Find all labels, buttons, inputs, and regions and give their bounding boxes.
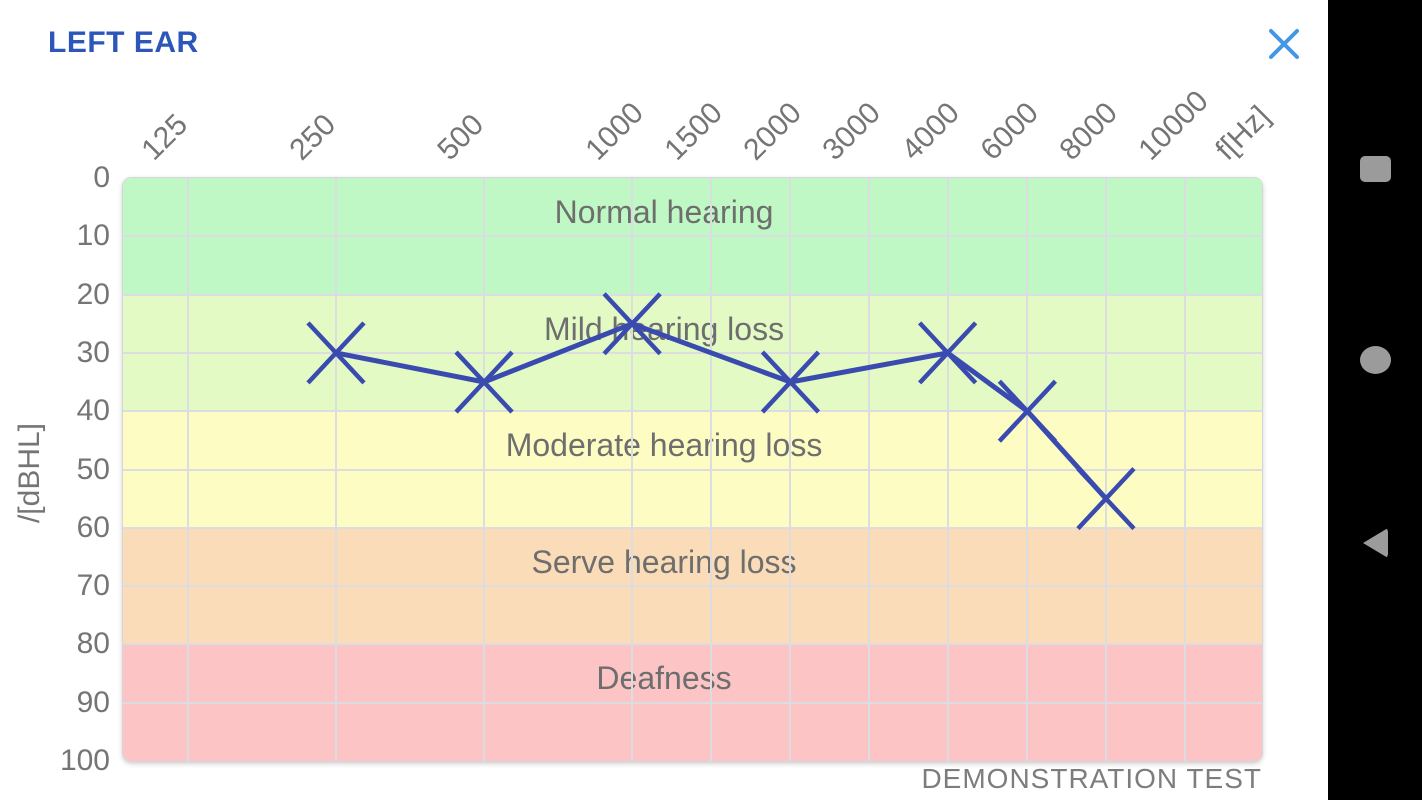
- y-tick-label: 10: [76, 219, 110, 253]
- recents-button[interactable]: [1328, 129, 1422, 209]
- h-gridline: [123, 643, 1262, 646]
- x-tick-label: 8000: [1053, 96, 1124, 167]
- page-title: LEFT EAR: [48, 26, 199, 59]
- home-circle-icon: [1359, 346, 1391, 374]
- h-gridline: [123, 468, 1262, 471]
- y-tick-label: 50: [76, 452, 110, 486]
- h-gridline: [123, 701, 1262, 704]
- y-tick-label: 100: [59, 744, 110, 777]
- band-label: Mild hearing loss: [543, 310, 785, 347]
- x-tick-label: 1000: [579, 96, 651, 167]
- v-gridline: [868, 178, 871, 761]
- v-gridline: [186, 178, 189, 761]
- back-triangle-icon: [1362, 528, 1388, 558]
- v-gridline: [1104, 178, 1107, 761]
- v-gridline: [631, 178, 634, 761]
- x-tick-label: f[Hz]: [1209, 99, 1277, 167]
- y-tick-label: 30: [76, 335, 110, 369]
- android-nav-bar: [1328, 0, 1422, 800]
- x-tick-label: 500: [431, 107, 491, 167]
- back-button[interactable]: [1328, 503, 1422, 583]
- x-tick-label: 10000: [1131, 84, 1215, 167]
- x-tick-label: 3000: [816, 96, 887, 167]
- v-gridline: [1183, 178, 1186, 761]
- y-tick-label: 60: [76, 510, 110, 544]
- x-tick-label: 125: [135, 107, 195, 167]
- recents-square-icon: [1359, 156, 1391, 182]
- x-tick-label: 250: [283, 107, 343, 167]
- band-label: Serve hearing loss: [531, 543, 797, 580]
- y-tick-label: 40: [76, 394, 110, 428]
- h-gridline: [123, 585, 1262, 588]
- v-gridline: [483, 178, 486, 761]
- h-gridline: [123, 235, 1262, 238]
- h-gridline: [123, 293, 1262, 296]
- h-gridline: [123, 351, 1262, 354]
- y-tick-label: 90: [76, 685, 110, 719]
- x-tick-label: 2000: [737, 96, 809, 167]
- v-gridline: [334, 178, 337, 761]
- band-label: Normal hearing: [554, 194, 774, 230]
- y-tick-label: 80: [76, 627, 110, 661]
- band-label: Deafness: [596, 660, 732, 697]
- x-tick-label: 1500: [658, 96, 729, 167]
- v-gridline: [789, 178, 792, 761]
- y-tick-label: 0: [93, 161, 110, 194]
- plot-area: Normal hearing Mild hearing loss Moderate …: [122, 177, 1263, 762]
- close-icon[interactable]: [1266, 26, 1302, 62]
- home-button[interactable]: [1328, 320, 1422, 400]
- y-tick-label: 70: [76, 569, 110, 603]
- v-gridline: [946, 178, 949, 761]
- x-tick-label: 4000: [894, 96, 966, 167]
- y-tick-label: 20: [76, 277, 110, 311]
- h-gridline: [123, 526, 1262, 529]
- v-gridline: [1026, 178, 1029, 761]
- h-gridline: [123, 410, 1262, 413]
- band-label: Moderate hearing loss: [505, 427, 823, 464]
- x-tick-label: 6000: [974, 96, 1046, 167]
- demo-watermark: DEMONSTRATION TEST: [921, 763, 1262, 794]
- v-gridline: [709, 178, 712, 761]
